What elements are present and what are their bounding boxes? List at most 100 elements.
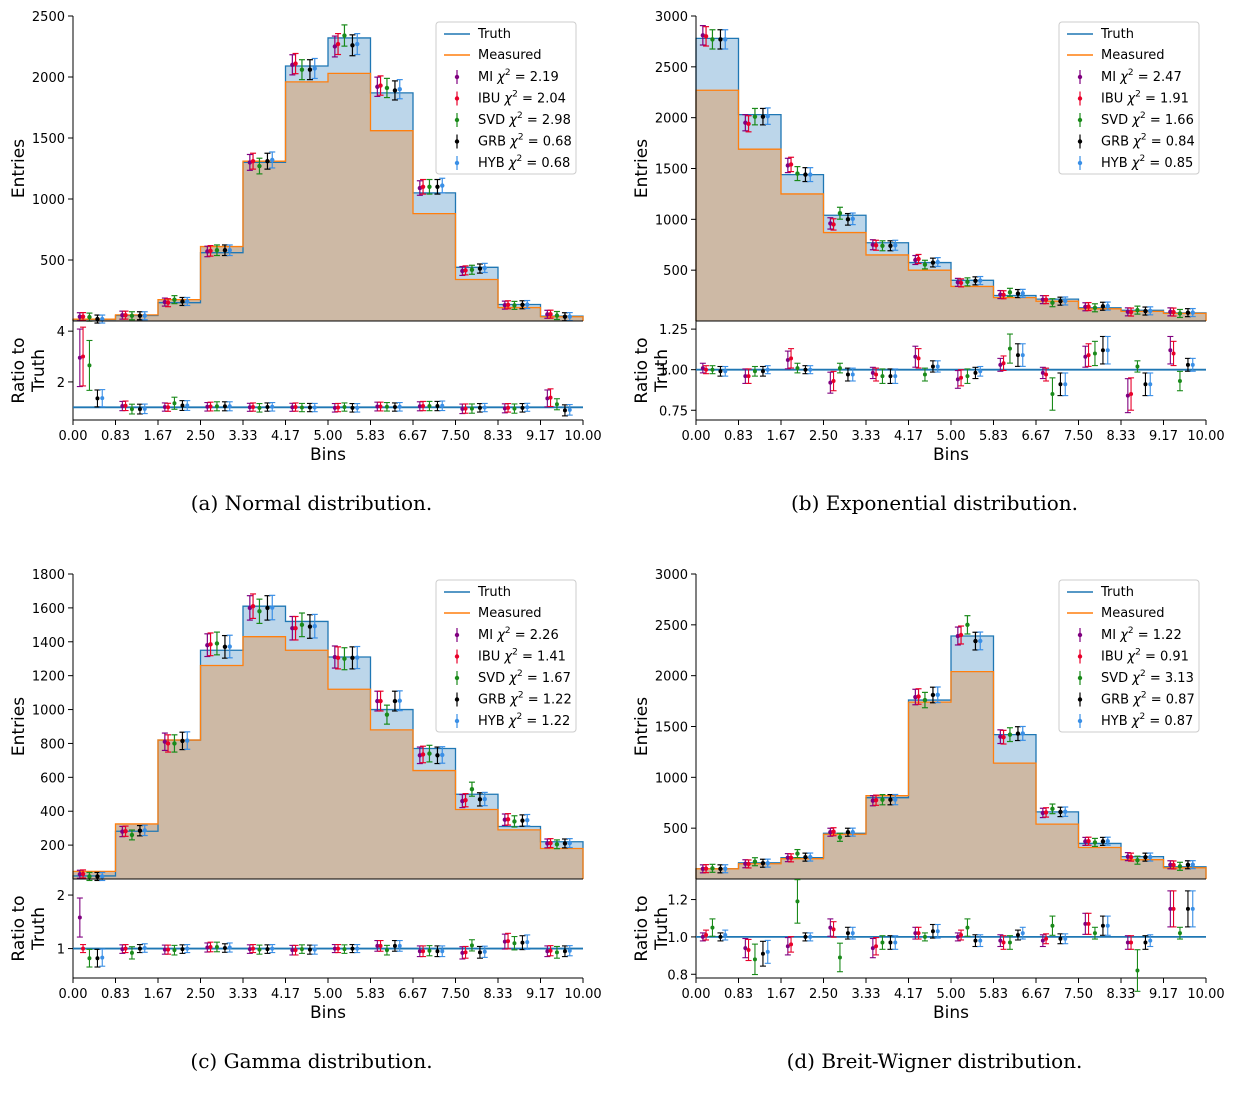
point-grb <box>1058 298 1063 304</box>
x-tick-label: 9.17 <box>1149 987 1178 1002</box>
measured-bar <box>540 848 583 879</box>
ratio-point-hyb <box>397 943 402 948</box>
legend-hyb-label: HYB χ2 = 0.87 <box>1101 712 1193 729</box>
ratio-point-grb <box>803 367 808 372</box>
point-hyb <box>978 638 983 644</box>
ratio-point-grb <box>803 934 808 939</box>
x-tick-label: 5.00 <box>937 429 966 444</box>
measured-bar <box>908 270 951 321</box>
point-svd <box>87 874 92 879</box>
legend-ibu-marker <box>454 96 460 101</box>
point-mi <box>1040 297 1046 302</box>
main-y-tick-label: 2000 <box>655 670 688 685</box>
legend-svd-label: SVD χ2 = 1.66 <box>1101 111 1194 128</box>
main-y-tick-label: 3000 <box>655 10 688 25</box>
point-hyb <box>1190 310 1195 315</box>
main-y-tick-label: 1500 <box>655 721 688 736</box>
legend-hyb-marker <box>454 718 460 724</box>
main-y-tick-label: 1200 <box>32 670 65 685</box>
legend-mi-label: MI χ2 = 2.19 <box>478 68 559 85</box>
ratio-point-ibu <box>421 949 426 954</box>
legend-truth-label: Truth <box>1100 27 1134 42</box>
measured-bar <box>455 809 498 879</box>
ratio-y-axis-label: Truth <box>652 349 672 393</box>
point-hyb <box>935 259 940 265</box>
ratio-point-svd <box>710 925 715 930</box>
legend-box <box>435 21 577 175</box>
ratio-point-grb <box>95 956 100 961</box>
point-hyb <box>525 302 530 307</box>
ratio-point-ibu <box>831 927 836 932</box>
x-tick-label: 5.00 <box>314 429 343 444</box>
ratio-point-ibu <box>1044 372 1049 377</box>
point-svd <box>922 697 928 703</box>
x-axis-label: Bins <box>933 445 969 465</box>
ratio-point-hyb <box>808 934 813 939</box>
main-y-axis-label: Entries <box>632 139 652 198</box>
point-ibu <box>293 61 298 66</box>
ratio-point-ibu <box>874 372 879 377</box>
ratio-point-svd <box>427 404 432 409</box>
ratio-point-ibu <box>123 946 128 951</box>
ratio-point-mi <box>1040 370 1045 375</box>
point-ibu <box>746 861 751 867</box>
ratio-point-mi <box>332 946 337 951</box>
point-grb <box>95 874 100 879</box>
point-svd <box>1092 305 1098 310</box>
ratio-point-ibu <box>336 946 341 951</box>
point-hyb <box>850 829 855 835</box>
main-y-tick-label: 1000 <box>655 213 688 228</box>
x-tick-label: 2.50 <box>809 429 838 444</box>
legend-hyb-marker <box>1077 718 1083 724</box>
x-tick-label: 5.83 <box>356 429 385 444</box>
panel-gamma: 200 400 600 800 1000 1200 1400 1600 1800 Entries T… <box>0 558 623 1094</box>
main-y-tick-label: 2500 <box>655 61 688 76</box>
ratio-point-mi <box>1168 906 1173 911</box>
ratio-point-svd <box>965 374 970 379</box>
measured-bar <box>285 650 328 879</box>
ratio-point-mi <box>120 404 125 409</box>
ratio-point-svd <box>299 405 304 410</box>
x-tick-label: 6.67 <box>1022 429 1051 444</box>
point-ibu <box>1001 734 1006 740</box>
measured-bar <box>951 671 994 879</box>
legend-mi-marker <box>454 632 460 638</box>
x-tick-label: 5.00 <box>937 987 966 1002</box>
point-grb <box>307 624 313 629</box>
point-mi <box>77 314 83 319</box>
ratio-point-hyb <box>1020 931 1025 936</box>
x-tick-label: 7.50 <box>441 429 470 444</box>
ratio-y-axis-label: Ratio to <box>9 337 29 403</box>
point-hyb <box>978 278 983 283</box>
main-y-tick-label: 2000 <box>655 112 688 127</box>
measured-bar <box>781 193 824 321</box>
point-ibu <box>703 866 709 871</box>
ratio-point-svd <box>469 943 474 948</box>
point-svd <box>1135 307 1140 313</box>
ratio-point-ibu <box>378 404 383 409</box>
ratio-point-grb <box>1100 923 1105 928</box>
caption-normal: (a) Normal distribution. <box>190 491 433 515</box>
point-hyb <box>765 860 770 866</box>
point-hyb <box>355 655 360 660</box>
point-grb <box>803 172 808 177</box>
main-y-tick-label: 800 <box>40 737 65 752</box>
legend-box <box>1058 21 1200 175</box>
ratio-point-hyb <box>1190 906 1195 911</box>
ratio-y-tick-label: 1 <box>57 943 65 958</box>
ratio-y-axis-label: Ratio to <box>9 895 29 961</box>
point-ibu <box>463 268 468 273</box>
point-ibu <box>335 41 341 47</box>
measured-bar <box>1078 308 1121 321</box>
ratio-point-hyb <box>1105 348 1110 353</box>
point-grb <box>718 866 723 872</box>
ratio-point-hyb <box>935 364 940 369</box>
ratio-point-ibu <box>251 405 256 410</box>
point-hyb <box>808 172 813 177</box>
point-hyb <box>227 644 232 649</box>
point-svd <box>795 851 800 856</box>
point-ibu <box>548 840 553 846</box>
point-grb <box>718 37 723 42</box>
measured-bar <box>993 297 1037 321</box>
point-ibu <box>505 302 511 307</box>
